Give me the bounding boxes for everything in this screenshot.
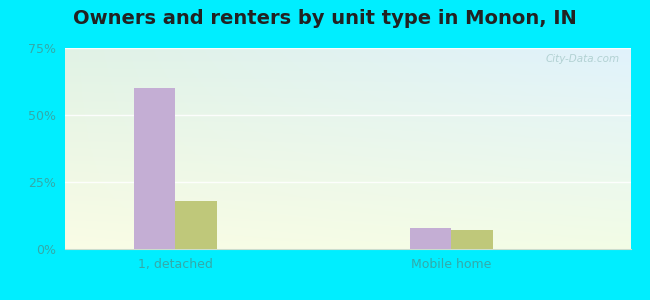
Bar [410, 228, 451, 249]
Bar [176, 201, 216, 249]
Bar [451, 230, 493, 249]
Bar [134, 88, 176, 249]
Legend: Owner occupied units, Renter occupied units: Owner occupied units, Renter occupied un… [155, 299, 540, 300]
Text: Owners and renters by unit type in Monon, IN: Owners and renters by unit type in Monon… [73, 9, 577, 28]
Text: City-Data.com: City-Data.com [545, 54, 619, 64]
